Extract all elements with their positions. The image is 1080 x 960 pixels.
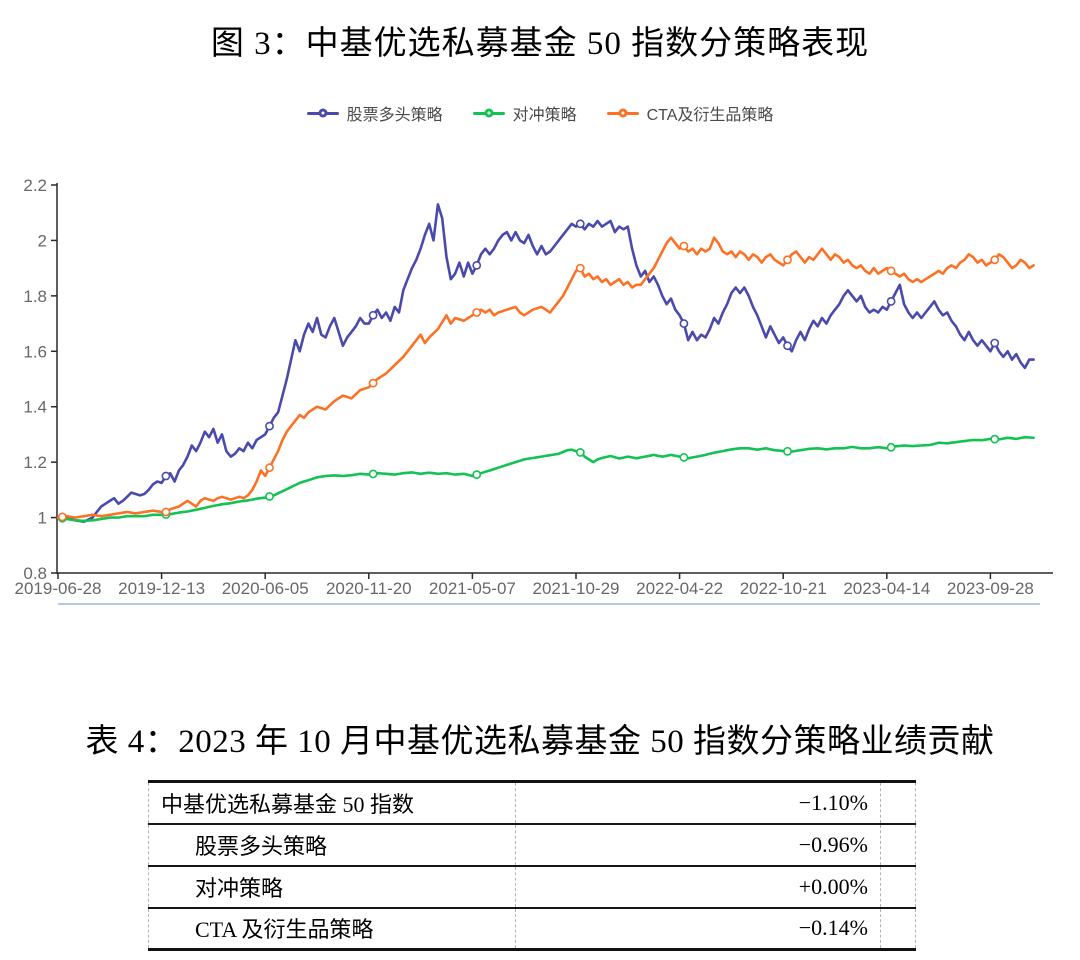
svg-text:2019-06-28: 2019-06-28 [15, 579, 102, 598]
legend-label: 对冲策略 [512, 107, 577, 124]
row-label: CTA 及衍生品策略 [148, 906, 516, 951]
svg-text:2.2: 2.2 [23, 176, 47, 195]
svg-text:2021-05-07: 2021-05-07 [429, 579, 516, 598]
table-title: 表 4：2023 年 10 月中基优选私募基金 50 指数分策略业绩贡献 [85, 724, 995, 760]
svg-text:2023-09-28: 2023-09-28 [947, 579, 1034, 598]
svg-text:2021-10-29: 2021-10-29 [533, 579, 620, 598]
table-row: 中基优选私募基金 50 指数 −1.10% [148, 780, 916, 824]
chart-canvas: 0.8 1 1.2 1.4 1.6 1.8 2 2.2 2019-06-28 2019-12-13… [15, 176, 1053, 605]
svg-text:2022-10-21: 2022-10-21 [740, 579, 827, 598]
line-circle-marker-icon [606, 105, 639, 121]
figure-title: 图 3：中基优选私募基金 50 指数分策略表现 [210, 26, 870, 62]
svg-text:1.4: 1.4 [23, 398, 47, 417]
svg-text:1: 1 [38, 509, 47, 528]
empty-cell [880, 906, 916, 951]
empty-cell [880, 864, 916, 908]
row-value: −0.96% [515, 822, 881, 866]
row-label: 对冲策略 [148, 864, 516, 908]
contribution-table: 中基优选私募基金 50 指数 −1.10% 股票多头策略 −0.96% 对冲策略… [148, 780, 916, 951]
legend-item-cta[interactable]: CTA及衍生品策略 [606, 101, 774, 125]
chart-legend: 股票多头策略 对冲策略 CTA及衍生品策略 [0, 101, 1080, 125]
row-value: +0.00% [515, 864, 881, 908]
svg-text:1.8: 1.8 [23, 287, 47, 306]
svg-text:2020-06-05: 2020-06-05 [222, 579, 309, 598]
table-row: 对冲策略 +0.00% [148, 864, 916, 908]
empty-cell [880, 780, 916, 824]
svg-text:2022-04-22: 2022-04-22 [636, 579, 723, 598]
line-circle-marker-icon [306, 105, 339, 121]
table-row: 股票多头策略 −0.96% [148, 822, 916, 866]
line-circle-marker-icon [472, 105, 505, 121]
row-label: 股票多头策略 [148, 822, 516, 866]
svg-text:2023-04-14: 2023-04-14 [843, 579, 930, 598]
table-row: CTA 及衍生品策略 −0.14% [148, 906, 916, 951]
empty-cell [880, 822, 916, 866]
svg-text:1.2: 1.2 [23, 453, 47, 472]
performance-line-chart: 0.8 1 1.2 1.4 1.6 1.8 2 2.2 2019-06-28 2019-12-13… [0, 150, 1080, 620]
svg-text:2: 2 [38, 231, 47, 250]
row-label: 中基优选私募基金 50 指数 [148, 780, 516, 824]
legend-label: CTA及衍生品策略 [646, 107, 774, 124]
row-value: −1.10% [515, 780, 881, 824]
svg-text:2020-11-20: 2020-11-20 [326, 579, 412, 598]
legend-label: 股票多头策略 [346, 107, 443, 124]
row-value: −0.14% [515, 906, 881, 951]
legend-item-stock-long[interactable]: 股票多头策略 [306, 101, 443, 125]
svg-text:1.6: 1.6 [23, 342, 47, 361]
legend-item-hedge[interactable]: 对冲策略 [472, 101, 577, 125]
svg-text:2019-12-13: 2019-12-13 [118, 579, 205, 598]
svg-text:0.8: 0.8 [23, 564, 47, 583]
